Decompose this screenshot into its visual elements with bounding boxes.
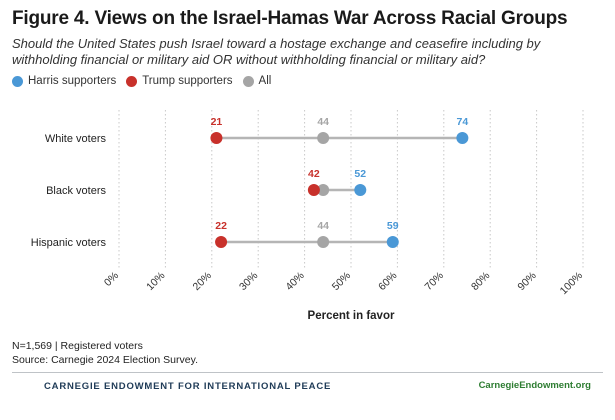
value-label-trump-supporters: 42 bbox=[308, 168, 320, 180]
dot-all bbox=[317, 236, 330, 248]
source-note: Source: Carnegie 2024 Election Survey. bbox=[12, 354, 198, 366]
x-tick-label: 20% bbox=[191, 270, 214, 293]
category-label: White voters bbox=[45, 133, 107, 145]
x-tick-label: 50% bbox=[330, 270, 353, 293]
value-label-harris-supporters: 52 bbox=[354, 168, 366, 180]
x-tick-label: 10% bbox=[144, 270, 167, 293]
x-tick-label: 40% bbox=[283, 270, 306, 293]
value-label-trump-supporters: 22 bbox=[215, 220, 227, 232]
dot-harris-supporters bbox=[354, 184, 367, 196]
category-label: Black voters bbox=[46, 185, 106, 197]
legend-item-harris: Harris supporters bbox=[12, 75, 116, 87]
footer-organization: CARNEGIE ENDOWMENT FOR INTERNATIONAL PEA… bbox=[44, 381, 332, 392]
legend-label-harris: Harris supporters bbox=[28, 75, 117, 87]
chart-subtitle: Should the United States push Israel tow… bbox=[12, 36, 541, 67]
chart-notes: N=1,569 | Registered voters Source: Carn… bbox=[12, 339, 198, 367]
legend-item-all: All bbox=[242, 75, 272, 87]
sample-note: N=1,569 | Registered voters bbox=[12, 340, 143, 352]
dot-all bbox=[317, 132, 330, 144]
legend-dot-harris bbox=[12, 75, 23, 87]
dot-trump-supporters bbox=[307, 184, 320, 196]
legend: Harris supporters Trump supporters All bbox=[12, 75, 281, 87]
x-tick-label: 80% bbox=[469, 270, 492, 293]
value-label-harris-supporters: 59 bbox=[387, 220, 399, 232]
legend-dot-trump bbox=[126, 75, 138, 87]
legend-item-trump: Trump supporters bbox=[126, 75, 233, 87]
x-tick-label: 30% bbox=[237, 270, 260, 293]
legend-label-trump: Trump supporters bbox=[142, 75, 233, 87]
legend-dot-all bbox=[242, 75, 254, 87]
x-tick-label: 100% bbox=[558, 270, 585, 297]
value-label-trump-supporters: 21 bbox=[211, 116, 223, 128]
dot-harris-supporters bbox=[456, 132, 469, 144]
category-label: Hispanic voters bbox=[31, 237, 107, 249]
x-tick-label: 70% bbox=[423, 270, 446, 293]
legend-label-all: All bbox=[258, 75, 272, 87]
chart-title: Figure 4. Views on the Israel-Hamas War … bbox=[12, 8, 568, 29]
dot-trump-supporters bbox=[215, 236, 228, 248]
dot-trump-supporters bbox=[210, 132, 223, 144]
value-label-all: 44 bbox=[317, 220, 329, 232]
x-tick-label: 60% bbox=[376, 270, 399, 293]
footer-divider bbox=[12, 372, 603, 373]
x-tick-label: 0% bbox=[102, 270, 121, 289]
footer-website-link[interactable]: CarnegieEndowment.org bbox=[478, 380, 591, 391]
value-label-harris-supporters: 74 bbox=[457, 116, 469, 128]
dot-all bbox=[317, 184, 330, 196]
x-tick-label: 90% bbox=[515, 270, 538, 293]
dot-harris-supporters bbox=[386, 236, 399, 248]
value-label-all: 44 bbox=[317, 116, 329, 128]
x-axis-title: Percent in favor bbox=[308, 310, 395, 322]
dumbbell-chart: 0% 10% 20% 30% 40% 50% 60% 70% 80% 90% 100% Percent… bbox=[31, 110, 585, 322]
